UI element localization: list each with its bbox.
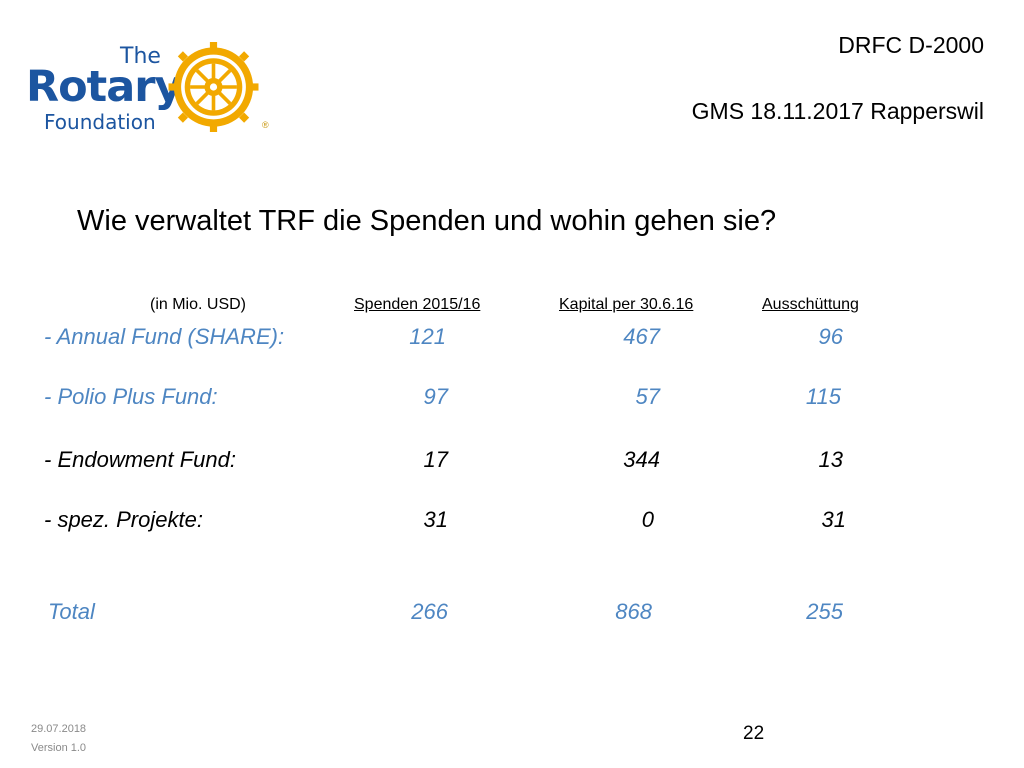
footer-version: Version 1.0	[31, 742, 87, 754]
slide-title: Wie verwaltet TRF die Spenden und wohin …	[77, 205, 777, 237]
row-distribution: 96	[818, 324, 843, 349]
registered-mark: ®	[262, 120, 269, 130]
row-capital: 57	[635, 384, 660, 409]
row-capital: 0	[641, 507, 654, 532]
column-header-distribution: Ausschüttung	[762, 296, 859, 313]
row-donations: 121	[409, 324, 446, 349]
column-header-capital: Kapital per 30.6.16	[559, 296, 694, 313]
header-district: DRFC D-2000	[838, 32, 984, 58]
rotary-wheel-icon	[168, 42, 259, 132]
row-capital: 344	[623, 447, 660, 472]
row-label: - Annual Fund (SHARE):	[44, 324, 285, 349]
row-distribution: 13	[818, 447, 843, 472]
header-event: GMS 18.11.2017 Rapperswil	[691, 98, 984, 124]
total-distribution: 255	[806, 599, 843, 624]
total-label: Total	[48, 599, 95, 624]
total-row: Total 266 868 255	[0, 599, 1024, 629]
row-label: - spez. Projekte:	[44, 507, 203, 532]
column-header-unit: (in Mio. USD)	[150, 296, 247, 313]
row-distribution: 115	[805, 384, 841, 409]
total-donations: 266	[411, 599, 448, 624]
row-donations: 31	[423, 507, 448, 532]
table-row: - Endowment Fund: 17 344 13	[0, 447, 1024, 477]
table-row: - Polio Plus Fund: 97 57 115	[0, 384, 1024, 414]
logo-the-text: The	[120, 44, 161, 69]
row-donations: 97	[423, 384, 448, 409]
column-header-donations: Spenden 2015/16	[354, 296, 481, 313]
row-distribution: 31	[821, 507, 846, 532]
row-donations: 17	[423, 447, 448, 472]
total-capital: 868	[615, 599, 652, 624]
logo-foundation-text: Foundation	[44, 110, 156, 134]
table-row: - spez. Projekte: 31 0 31	[0, 507, 1024, 537]
row-label: - Endowment Fund:	[44, 447, 236, 472]
table-row: - Annual Fund (SHARE): 121 467 96	[0, 324, 1024, 354]
row-capital: 467	[623, 324, 660, 349]
rotary-foundation-logo: The Rotary Foundation ®	[24, 40, 269, 135]
page-number: 22	[743, 723, 765, 744]
footer-date: 29.07.2018	[31, 723, 87, 735]
logo-rotary-text: Rotary	[26, 62, 182, 112]
row-label: - Polio Plus Fund:	[44, 384, 218, 409]
